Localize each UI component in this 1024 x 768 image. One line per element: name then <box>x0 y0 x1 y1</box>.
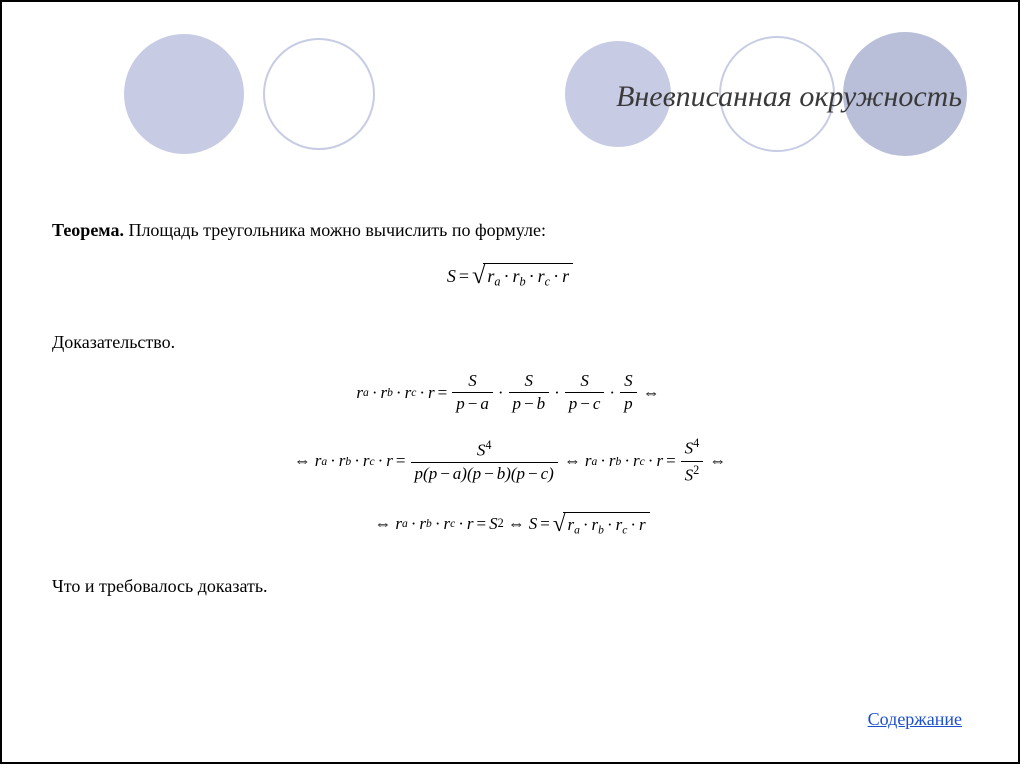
formula-proof-line-2: ⇔ ra·rb·rc·r = S4 p(p−a)(p−b)(p−c) ⇔ ra·… <box>52 436 968 485</box>
theorem-text: Площадь треугольника можно вычислить по … <box>124 220 546 240</box>
slide-body: Теорема. Площадь треугольника можно вычи… <box>52 220 968 597</box>
slide-title: Вневписанная окружность <box>616 80 962 114</box>
formula-proof-line-3: ⇔ ra·rb·rc·r = S2 ⇔ S = √ ra·rb·rc·r <box>52 512 968 536</box>
theorem-label: Теорема. <box>52 220 124 240</box>
contents-link[interactable]: Содержание <box>868 709 962 730</box>
proof-label: Доказательство. <box>52 332 968 353</box>
theorem-paragraph: Теорема. Площадь треугольника можно вычи… <box>52 220 968 241</box>
proof-qed: Что и требовалось доказать. <box>52 576 968 597</box>
decorative-circle-1 <box>124 34 244 154</box>
formula-proof-line-1: ra·rb·rc·r = Sp−a · Sp−b · Sp−c · Sp ⇔ <box>52 371 968 415</box>
decorative-circle-2 <box>263 38 375 150</box>
formula-main: S = √ ra·rb·rc·r <box>52 263 968 290</box>
slide-frame: Вневписанная окружность Теорема. Площадь… <box>0 0 1020 764</box>
